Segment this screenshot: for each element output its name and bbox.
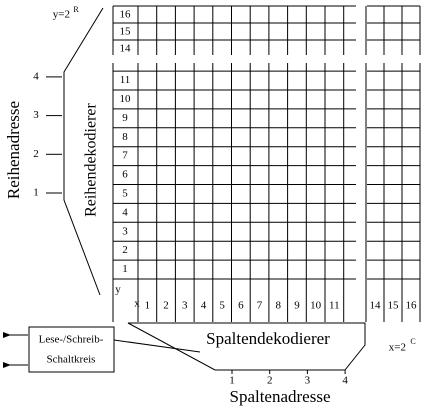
row-address-bit: 1: [33, 187, 39, 199]
column-label: 7: [257, 300, 263, 312]
column-count: x=2: [389, 342, 406, 354]
row-label: 11: [120, 74, 131, 86]
row-label: 2: [122, 244, 128, 256]
row-label: 4: [122, 206, 128, 218]
read-write-box: [28, 326, 115, 373]
column-label: 16: [406, 300, 418, 312]
column-label: 3: [182, 300, 188, 312]
column-address-bit: 1: [229, 375, 235, 387]
row-address-bit: 2: [33, 148, 39, 160]
column-address-bit: 2: [267, 375, 273, 387]
column-label: 11: [329, 300, 340, 312]
row-label: 16: [120, 9, 132, 21]
row-label: 14: [120, 43, 132, 55]
row-label: 8: [122, 131, 128, 143]
row-decoder-label: Reihendekodierer: [83, 102, 100, 216]
column-decoder-shape: [127, 322, 366, 371]
row-count: y=2: [53, 9, 70, 21]
column-label: 5: [219, 300, 225, 312]
row-label: 9: [122, 112, 128, 124]
row-label: 3: [122, 225, 128, 237]
column-label: 15: [388, 300, 400, 312]
column-address-label: Spaltenadresse: [229, 387, 330, 406]
column-label: 10: [310, 300, 322, 312]
row-decoder-shape: [63, 7, 104, 296]
row-count-sup: R: [73, 5, 79, 14]
column-label: 6: [238, 300, 244, 312]
connector: [113, 339, 201, 353]
column-count-sup: C: [410, 337, 415, 346]
column-variable: x: [134, 298, 140, 310]
column-address-bit: 4: [342, 375, 348, 387]
read-write-text: Lese-/Schreib-: [39, 334, 104, 346]
column-label: 14: [370, 300, 382, 312]
column-label: 9: [294, 300, 300, 312]
row-variable: y: [115, 284, 121, 296]
row-label: 1: [122, 263, 128, 275]
row-address-bit: 4: [33, 70, 39, 82]
column-label: 8: [276, 300, 282, 312]
column-decoder-label: Spaltendekodierer: [206, 329, 330, 348]
column-label: 2: [163, 300, 169, 312]
read-write-text: Schaltkreis: [47, 354, 96, 366]
row-label: 6: [122, 169, 128, 181]
column-address-bit: 3: [305, 375, 311, 387]
row-label: 7: [122, 150, 128, 162]
row-label: 5: [122, 187, 128, 199]
row-address-label: Reihenadresse: [4, 101, 23, 199]
row-address-bit: 3: [33, 109, 39, 121]
column-label: 4: [201, 300, 207, 312]
row-label: 15: [120, 26, 132, 38]
row-label: 10: [120, 93, 132, 105]
column-label: 1: [145, 300, 151, 312]
